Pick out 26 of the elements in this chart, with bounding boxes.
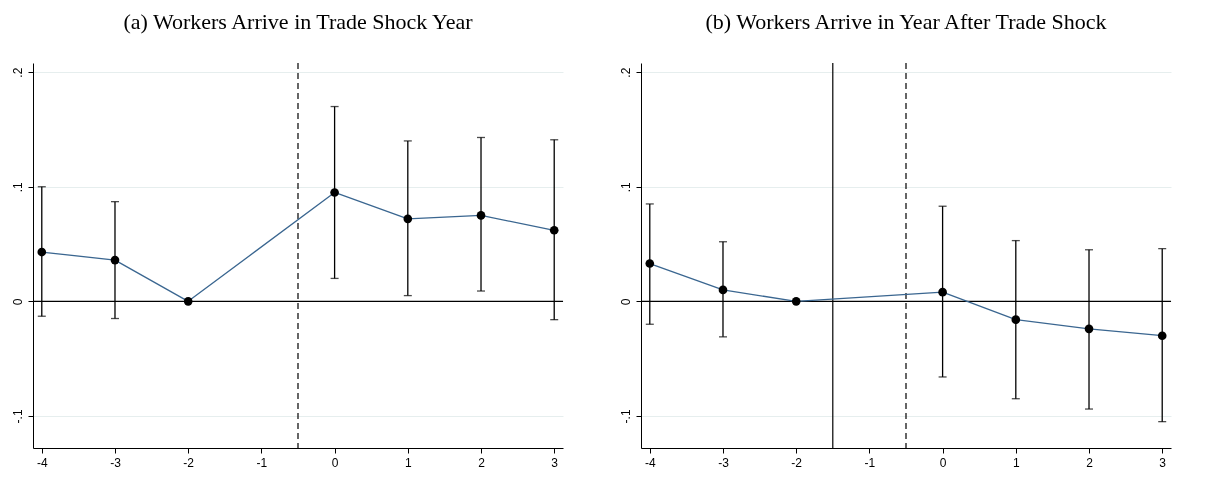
x-tick-label: 3 [1159,455,1167,470]
chart-title: (a) Workers Arrive in Trade Shock Year [123,9,474,35]
x-tick-label: -2 [791,455,803,470]
y-tick-label: -.1 [10,409,25,424]
y-tick-label: .1 [618,181,633,193]
x-tick-label: 2 [478,455,486,470]
x-tick-label: 1 [1012,455,1020,470]
x-tick-label: -4 [644,455,656,470]
y-tick-label: -.1 [618,409,633,424]
x-tick-label: 1 [404,455,412,470]
y-tick-label: 0 [618,298,633,306]
chart-title: (b) Workers Arrive in Year After Trade Shock [705,9,1107,35]
y-tick-label: .2 [618,67,633,78]
x-tick-label: -1 [864,455,876,470]
x-tick-label: 2 [1086,455,1094,470]
x-tick-label: 0 [939,455,947,470]
y-tick-label: .1 [10,181,25,193]
x-tick-label: 3 [551,455,559,470]
x-tick-label: -1 [256,455,268,470]
y-tick-label: .2 [10,67,25,78]
y-tick-label: 0 [10,298,25,306]
x-tick-label: -2 [183,455,195,470]
x-tick-label: -3 [718,455,730,470]
x-tick-label: 0 [331,455,339,470]
x-tick-label: -3 [110,455,122,470]
x-tick-label: -4 [36,455,48,470]
